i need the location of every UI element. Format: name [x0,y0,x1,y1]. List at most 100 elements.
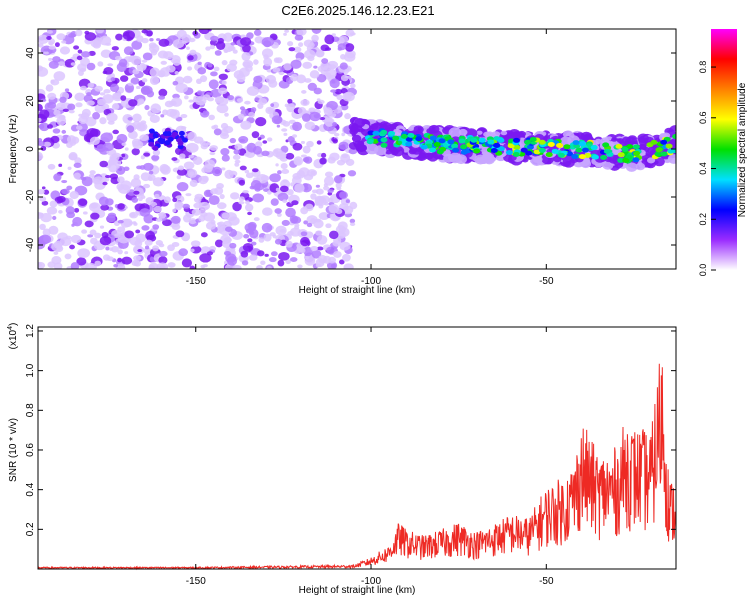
heatmap-cell [323,185,330,191]
heatmap-cell [301,90,307,94]
heatmap-cell [255,117,267,127]
heatmap-cell [342,253,351,262]
heatmap-cell [148,128,155,134]
heatmap-cell [175,230,185,238]
heatmap-cell [492,142,500,148]
heatmap-cell [611,137,618,142]
snr-y-ticks: 0.2 0.4 0.6 0.8 1.0 1.2 [25,324,676,536]
heatmap-cell [309,70,320,79]
heatmap-cell [405,141,413,147]
heatmap-cell [117,203,125,210]
heatmap-cell [139,208,151,217]
snr-x-label: Height of straight line (km) [299,585,416,596]
heatmap-cell [256,265,263,269]
heatmap-cell [46,206,58,215]
colorbar-tick-label: 0.0 [698,264,708,277]
heatmap-cell [300,99,310,107]
heatmap-cell [153,205,162,213]
heatmap-cell [103,89,111,94]
heatmap-cell [99,92,106,96]
heatmap-cell [121,142,127,146]
heatmap-cell [75,102,83,108]
heatmap-cell [230,192,240,200]
heatmap-cell [86,100,95,106]
heatmap-cell [107,63,114,67]
heatmap-cell [253,217,260,222]
heatmap-cell [251,131,260,139]
heatmap-cell [306,140,314,148]
heatmap-cell [420,144,428,150]
heatmap-cell [557,152,565,158]
heatmap-cell [176,168,188,176]
heatmap-cell [452,147,460,153]
heatmap-cell [334,88,343,95]
heatmap-cell [86,92,92,96]
heatmap-cell [290,73,299,82]
heatmap-cell [183,161,195,170]
y-tick-label: 0 [25,146,36,152]
heatmap-cell [100,49,112,59]
heatmap-cell [249,230,255,235]
heatmap-cell [109,83,120,93]
heatmap-cell [310,193,317,200]
heatmap-cell [578,154,586,160]
heatmap-cell [517,130,526,138]
spectrogram-x-ticks: -150 -100 -50 [186,29,554,287]
heatmap-cell [187,55,194,61]
heatmap-cell [285,259,291,265]
heatmap-cell [181,258,193,268]
heatmap-cell [269,232,276,237]
colorbar: 0.0 0.2 0.4 0.6 0.8 Normalized spectral ampl… [698,29,748,276]
heatmap-cell [250,179,262,190]
heatmap-cell [660,151,668,157]
heatmap-cell [43,48,49,52]
heatmap-cell [284,29,290,33]
heatmap-cell [64,88,70,92]
heatmap-cell [238,200,245,205]
heatmap-cell [267,137,273,142]
heatmap-cell [66,185,73,191]
heatmap-cell [275,163,279,167]
snr-x-ticks: -150 -100 -50 [186,327,554,587]
heatmap-cell [210,71,218,77]
heatmap-cell [244,100,251,105]
heatmap-cell [175,83,188,93]
heatmap-cell [38,153,44,160]
heatmap-cell [38,140,45,147]
heatmap-cell [505,150,513,156]
heatmap-cell [99,117,107,125]
heatmap-cell [199,253,212,263]
heatmap-cell [300,154,307,158]
heatmap-cell [181,137,188,143]
heatmap-cell [316,140,322,145]
heatmap-cell [638,137,649,146]
heatmap-cell [121,153,126,158]
heatmap-cell [171,157,178,161]
heatmap-cell [189,49,197,56]
heatmap-cell [323,176,335,186]
heatmap-cell [263,233,272,242]
heatmap-cell [272,67,281,73]
heatmap-cell [109,173,119,180]
heatmap-cell [283,32,287,36]
heatmap-cell [391,145,405,157]
heatmap-cell [282,120,291,127]
heatmap-cell [245,172,254,179]
heatmap-cell [187,66,193,71]
heatmap-cell [316,235,328,245]
heatmap-cell [219,193,225,200]
spectrogram-heatmap [38,29,676,269]
heatmap-cell [159,250,168,257]
heatmap-cell [172,208,177,213]
heatmap-cell [341,132,346,137]
heatmap-cell [88,173,95,178]
heatmap-cell [311,29,322,34]
heatmap-cell [59,96,67,104]
heatmap-cell [238,179,246,186]
heatmap-cell [158,95,166,100]
heatmap-cell [131,148,140,156]
heatmap-cell [117,257,122,263]
heatmap-cell [39,223,46,230]
heatmap-cell [338,141,349,150]
heatmap-cell [426,127,435,135]
